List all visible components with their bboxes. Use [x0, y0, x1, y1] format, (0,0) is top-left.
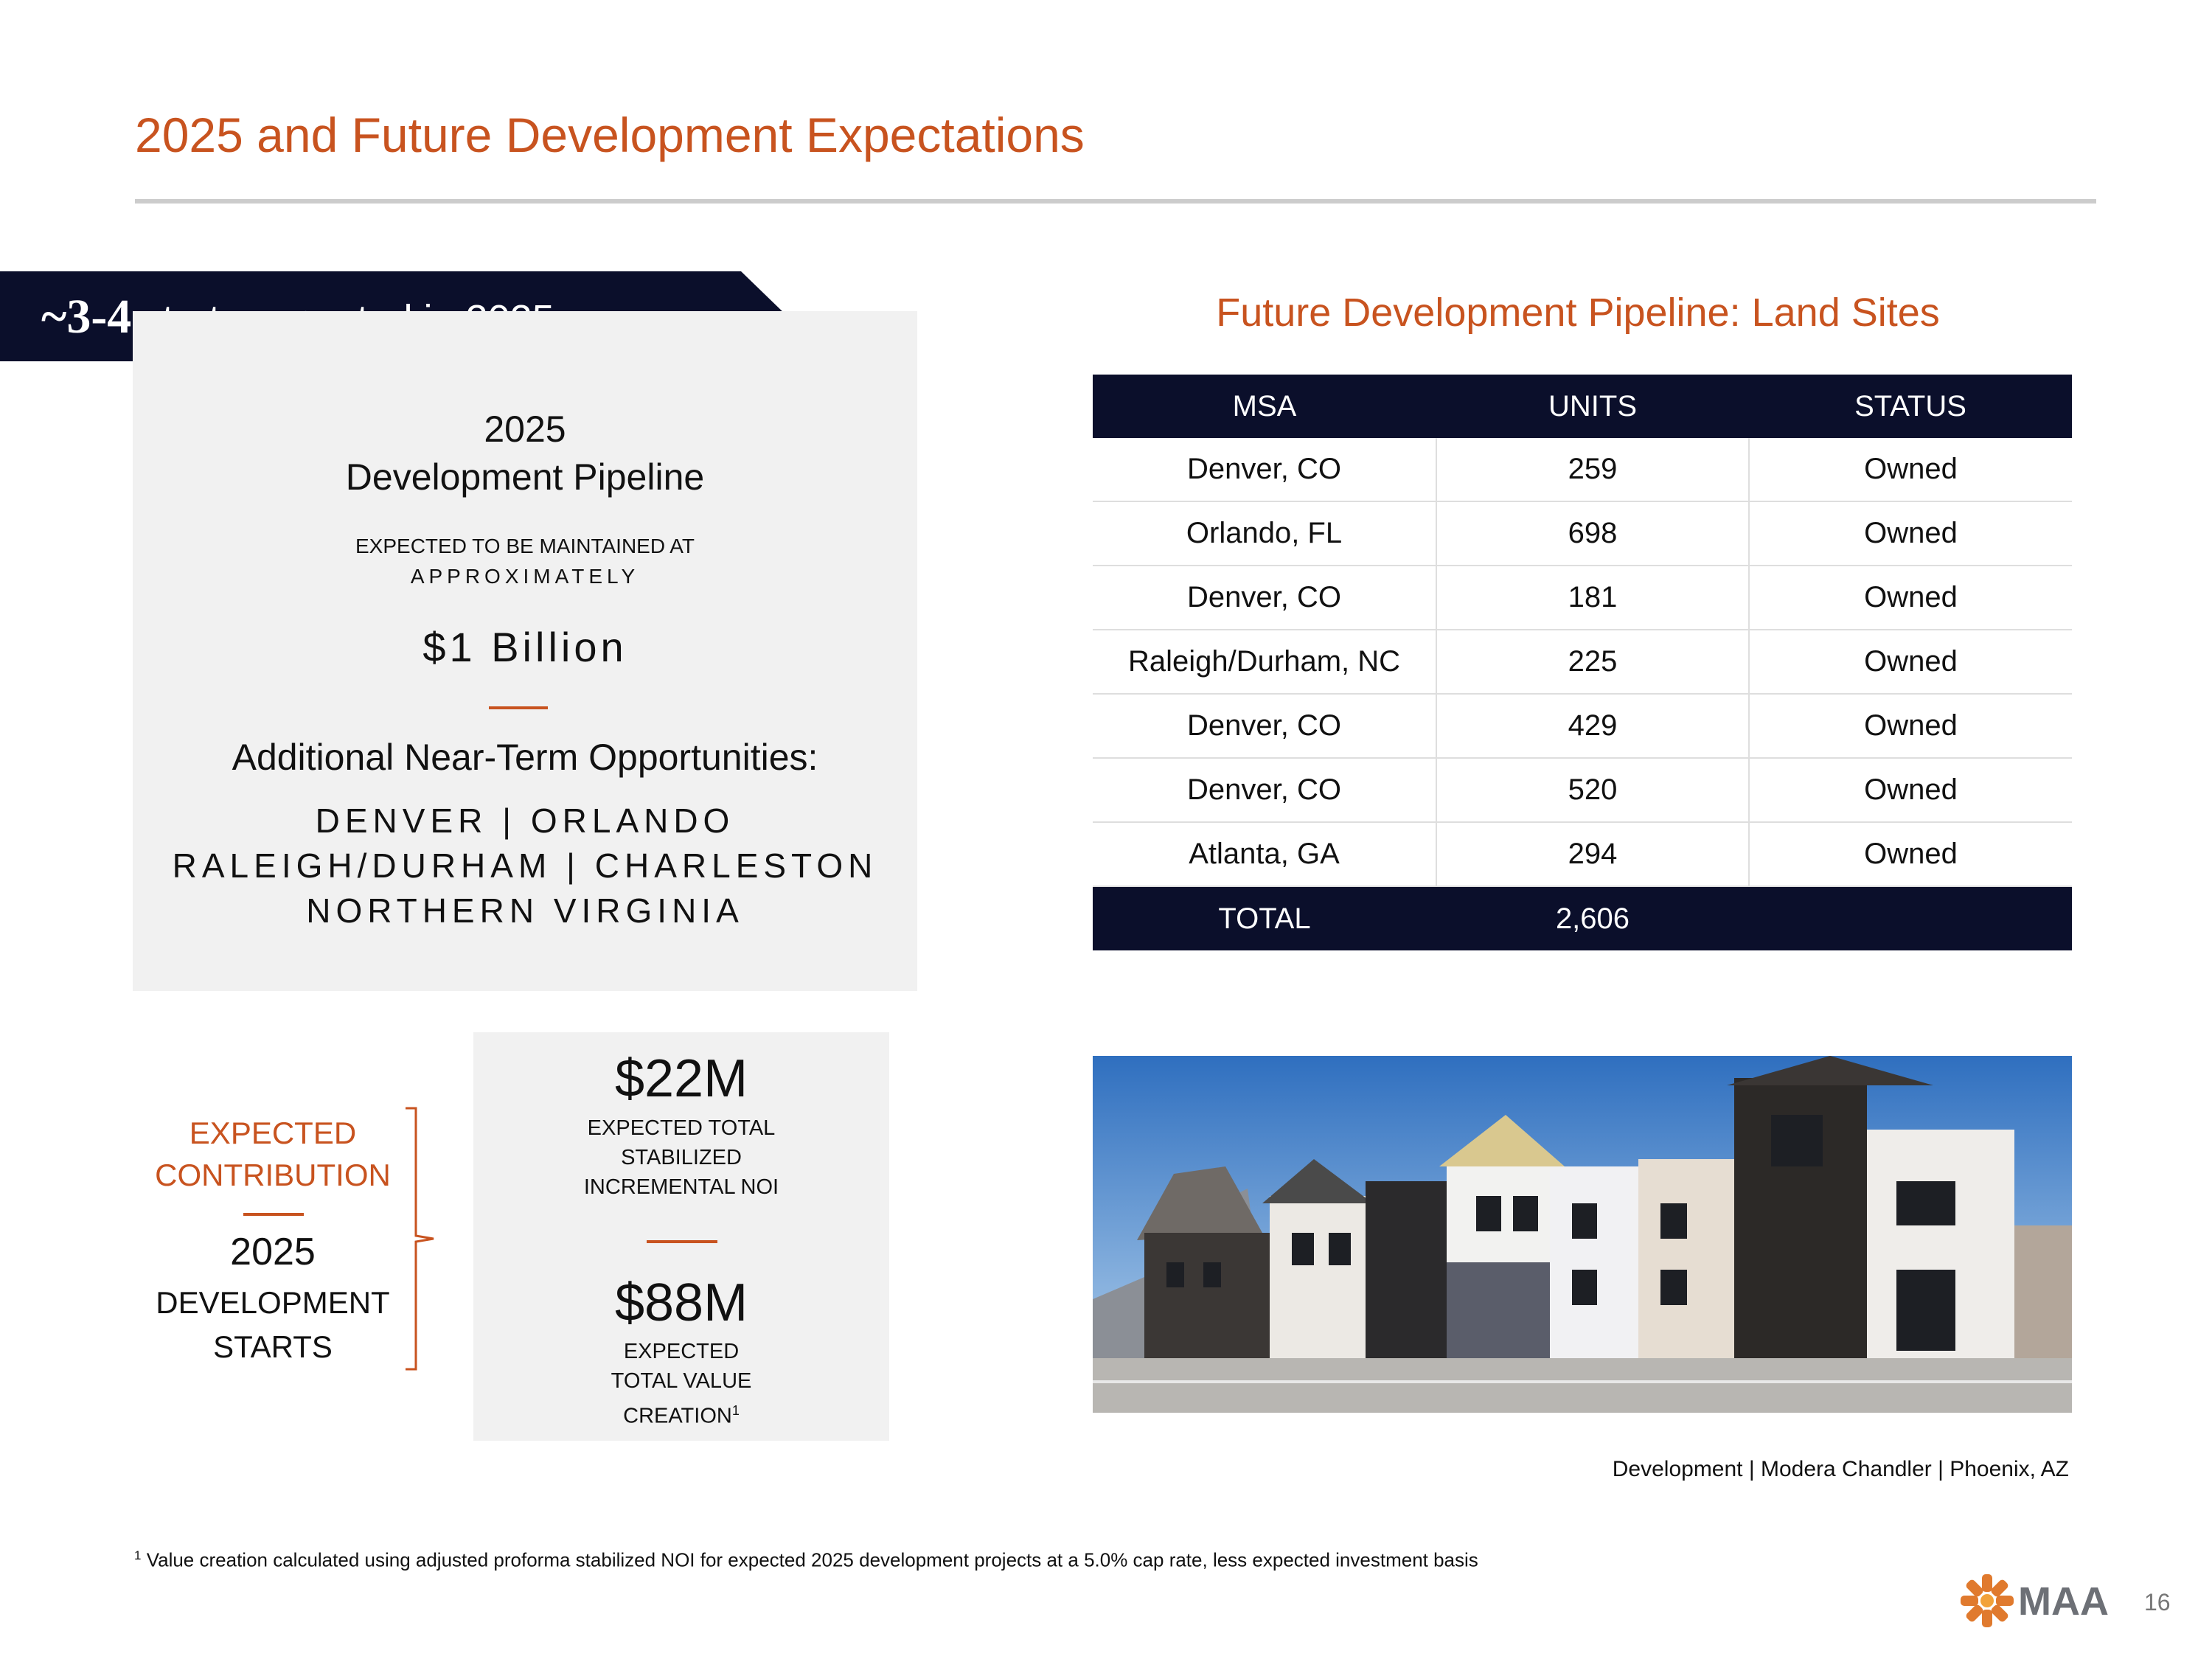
- contribution-label-line1: EXPECTED: [189, 1116, 357, 1150]
- noi-line: STABILIZED: [621, 1146, 742, 1169]
- msa-cell: Denver, CO: [1093, 566, 1437, 630]
- table-row: Denver, CO 181 Owned: [1093, 566, 2072, 630]
- value-panel: [473, 1032, 889, 1441]
- header-units: UNITS: [1436, 375, 1749, 438]
- units-cell: 698: [1436, 501, 1750, 566]
- table-header-row: MSA UNITS STATUS: [1093, 375, 2072, 438]
- table-row: Denver, CO 520 Owned: [1093, 758, 2072, 823]
- cities-line: NORTHERN VIRGINIA: [306, 891, 744, 930]
- contribution-label: EXPECTED CONTRIBUTION: [133, 1112, 413, 1196]
- msa-cell: Denver, CO: [1093, 758, 1437, 823]
- noi-description: EXPECTED TOTAL STABILIZED INCREMENTAL NO…: [473, 1113, 889, 1202]
- status-cell: Owned: [1749, 438, 2072, 502]
- value-divider: [647, 1240, 717, 1243]
- table-total-row: TOTAL 2,606: [1093, 886, 2072, 950]
- msa-cell: Denver, CO: [1093, 694, 1437, 759]
- photo-caption: Development | Modera Chandler | Phoenix,…: [1612, 1457, 2069, 1481]
- msa-cell: Atlanta, GA: [1093, 822, 1437, 887]
- total-units-cell: 2,606: [1436, 886, 1749, 950]
- cities-line: DENVER | ORLANDO: [315, 801, 735, 840]
- starburst-icon: [1961, 1574, 2014, 1627]
- pipeline-amount: $1 Billion: [422, 624, 627, 670]
- pipeline-note-line1: EXPECTED TO BE MAINTAINED AT: [355, 535, 695, 557]
- starts-count: ~3-4: [41, 290, 132, 344]
- value-line: CREATION1: [473, 1396, 889, 1431]
- contribution-year: 2025: [230, 1231, 316, 1273]
- pipeline-panel: [133, 311, 917, 991]
- logo-text: MAA: [2018, 1579, 2109, 1624]
- table-row: Atlanta, GA 294 Owned: [1093, 822, 2072, 887]
- msa-cell: Orlando, FL: [1093, 501, 1437, 566]
- pipeline-note-line2: APPROXIMATELY: [410, 565, 640, 588]
- units-cell: 259: [1436, 438, 1750, 502]
- status-cell: Owned: [1749, 501, 2072, 566]
- units-cell: 225: [1436, 630, 1750, 695]
- msa-cell: Denver, CO: [1093, 438, 1437, 502]
- value-line-text: CREATION: [623, 1404, 732, 1428]
- contribution-line2: STARTS: [213, 1329, 333, 1364]
- value-creation-description: EXPECTED TOTAL VALUE CREATION1: [473, 1337, 889, 1431]
- contribution-line1: DEVELOPMENT: [156, 1285, 390, 1320]
- table-row: Orlando, FL 698 Owned: [1093, 501, 2072, 566]
- title-divider: [135, 199, 2096, 204]
- header-msa: MSA: [1093, 375, 1436, 438]
- status-cell: Owned: [1749, 566, 2072, 630]
- footnote-mark: 1: [134, 1548, 142, 1562]
- building-rendering-image: [1093, 1056, 2072, 1413]
- units-cell: 520: [1436, 758, 1750, 823]
- cities-line: RALEIGH/DURHAM | CHARLESTON: [172, 846, 878, 885]
- footnote: 1 Value creation calculated using adjust…: [134, 1548, 1478, 1572]
- msa-cell: Raleigh/Durham, NC: [1093, 630, 1437, 695]
- pipeline-subtitle: Development Pipeline: [345, 456, 705, 498]
- table-row: Denver, CO 429 Owned: [1093, 694, 2072, 759]
- status-cell: Owned: [1749, 822, 2072, 887]
- noi-line: INCREMENTAL NOI: [583, 1175, 779, 1199]
- page-title: 2025 and Future Development Expectations: [135, 108, 1085, 162]
- contribution-label-line2: CONTRIBUTION: [155, 1158, 391, 1192]
- opportunities-title: Additional Near-Term Opportunities:: [232, 737, 818, 778]
- land-table-title: Future Development Pipeline: Land Sites: [1216, 291, 1940, 335]
- header-status: STATUS: [1749, 375, 2072, 438]
- footnote-text: Value creation calculated using adjusted…: [141, 1548, 1478, 1571]
- opportunities-cities: DENVER | ORLANDO RALEIGH/DURHAM | CHARLE…: [133, 799, 917, 933]
- page-number: 16: [2144, 1589, 2171, 1615]
- contribution-description: DEVELOPMENT STARTS: [125, 1281, 420, 1369]
- footnote-marker: 1: [731, 1403, 740, 1418]
- value-line: TOTAL VALUE: [611, 1369, 752, 1393]
- noi-line: EXPECTED TOTAL: [587, 1116, 776, 1140]
- status-cell: Owned: [1749, 630, 2072, 695]
- contribution-divider: [243, 1213, 304, 1216]
- table-row: Raleigh/Durham, NC 225 Owned: [1093, 630, 2072, 695]
- status-cell: Owned: [1749, 758, 2072, 823]
- total-status-cell: [1749, 886, 2072, 950]
- value-creation-amount: $88M: [614, 1273, 748, 1332]
- maa-logo: MAA: [1961, 1574, 2109, 1627]
- pipeline-year: 2025: [484, 408, 566, 450]
- land-sites-table: MSA UNITS STATUS Denver, CO 259 Owned Orlan…: [1093, 375, 2072, 950]
- right-brace-icon: [406, 1107, 434, 1371]
- total-label-cell: TOTAL: [1093, 886, 1436, 950]
- units-cell: 181: [1436, 566, 1750, 630]
- units-cell: 429: [1436, 694, 1750, 759]
- noi-amount: $22M: [614, 1049, 748, 1108]
- table-row: Denver, CO 259 Owned: [1093, 438, 2072, 502]
- status-cell: Owned: [1749, 694, 2072, 759]
- value-line: EXPECTED: [623, 1340, 740, 1363]
- pipeline-divider: [489, 706, 548, 709]
- units-cell: 294: [1436, 822, 1750, 887]
